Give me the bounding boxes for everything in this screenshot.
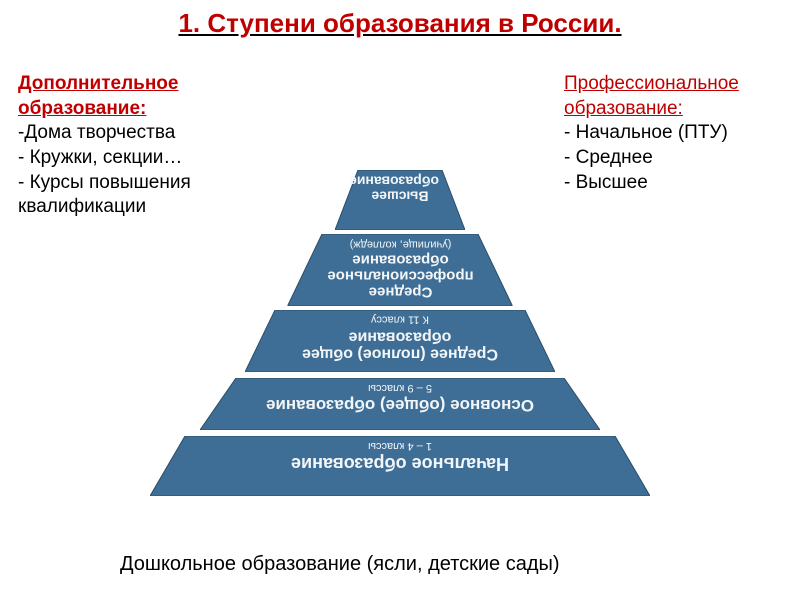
left-item: -Дома творчества (18, 121, 248, 146)
tier-sub-text: 1 – 4 классы (188, 440, 612, 452)
pyramid-tier-label: Начальное образование 1 – 4 классы (188, 440, 612, 473)
pyramid-tier: Высшее образование (335, 170, 465, 230)
right-item: - Среднее (564, 146, 784, 171)
left-item: - Кружки, секции… (18, 146, 248, 171)
tier-main-text: Среднее (полное) общее образование (278, 328, 522, 362)
tier-sub-text: К 11 классу (278, 314, 522, 326)
tier-main-text: Высшее образование (361, 174, 439, 203)
pyramid-diagram: Высшее образование Среднее профессиональн… (150, 170, 650, 510)
title-text: 1. Ступени образования в России. (178, 8, 621, 38)
page-title: 1. Ступени образования в России. (0, 0, 800, 39)
tier-sub-text: (училище, колледж) (325, 238, 475, 250)
tier-sub-text: 5 – 9 классы (239, 382, 561, 394)
tier-main-text: Начальное образование (188, 454, 612, 473)
right-header: Профессиональное образование: (564, 72, 784, 121)
pyramid-tier-label: Высшее образование (361, 174, 439, 203)
pyramid-tier: Среднее профессиональное образование (учи… (288, 234, 513, 306)
pyramid-tier: Среднее (полное) общее образование К 11 к… (245, 310, 555, 372)
pyramid-tier-label: Среднее профессиональное образование (учи… (325, 238, 475, 299)
tier-main-text: Основное (общее) образование (239, 396, 561, 414)
pyramid-tier: Начальное образование 1 – 4 классы (150, 436, 650, 496)
tier-main-text: Среднее профессиональное образование (325, 252, 475, 299)
left-header: Дополнительное образование: (18, 72, 248, 121)
pyramid-tier-label: Среднее (полное) общее образование К 11 к… (278, 314, 522, 362)
pyramid-tier-label: Основное (общее) образование 5 – 9 классы (239, 382, 561, 414)
pyramid-tier: Основное (общее) образование 5 – 9 классы (200, 378, 600, 430)
right-item: - Начальное (ПТУ) (564, 121, 784, 146)
bottom-caption: Дошкольное образование (ясли, детские са… (120, 553, 560, 576)
